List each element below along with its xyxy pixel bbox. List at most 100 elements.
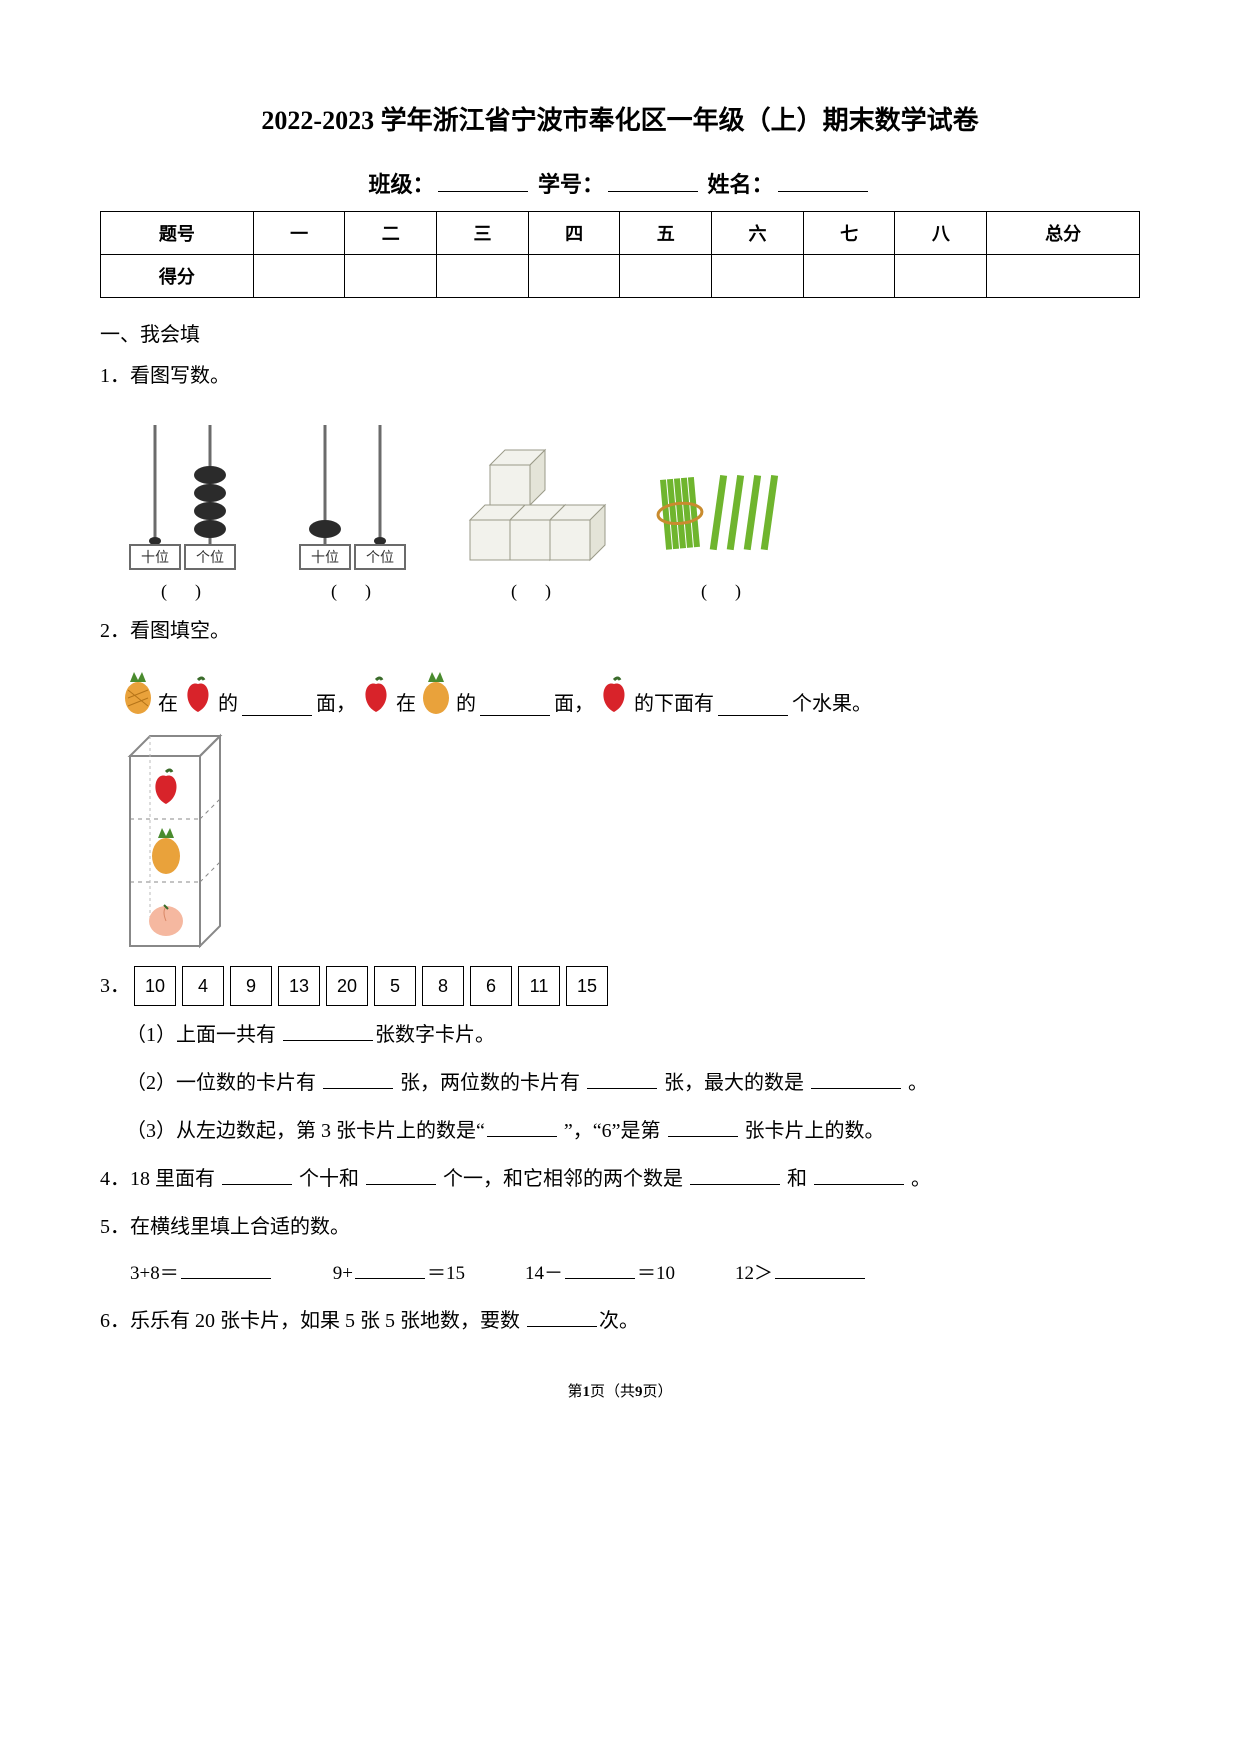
page-title: 2022-2023 学年浙江省宁波市奉化区一年级（上）期末数学试卷	[100, 100, 1140, 137]
txt: 第	[567, 1384, 582, 1400]
th: 一	[253, 212, 345, 255]
section-1-title: 一、我会填	[100, 318, 1140, 347]
td[interactable]	[437, 255, 529, 298]
number-card: 8	[422, 966, 464, 1006]
blank-class[interactable]	[438, 169, 528, 192]
q1-images: 十位 个位 () 十位 个位 ()	[120, 415, 1140, 602]
number-card: 4	[182, 966, 224, 1006]
number-card: 10	[134, 966, 176, 1006]
blank[interactable]	[690, 1164, 780, 1185]
txt: 4．18 里面有	[100, 1168, 220, 1190]
td[interactable]	[253, 255, 345, 298]
txt: 和	[787, 1168, 812, 1190]
answer-paren[interactable]: ()	[650, 581, 800, 602]
txt: 页（共	[590, 1384, 635, 1400]
q3: 3． 10 4 9 13 20 5 8 6 11 15	[100, 966, 1140, 1006]
txt: 张卡片上的数。	[745, 1120, 885, 1142]
student-info-line: 班级： 学号： 姓名：	[100, 167, 1140, 199]
svg-text:十位: 十位	[311, 550, 339, 566]
blank[interactable]	[480, 695, 550, 716]
blank[interactable]	[775, 1259, 865, 1279]
th: 二	[345, 212, 437, 255]
blank-id[interactable]	[608, 169, 698, 192]
table-row: 得分	[101, 255, 1140, 298]
eq: 3+8＝	[130, 1256, 273, 1292]
q3-3: （3）从左边数起，第 3 张卡片上的数是“ ”，“6”是第 张卡片上的数。	[100, 1112, 1140, 1150]
td[interactable]	[345, 255, 437, 298]
blank[interactable]	[366, 1164, 436, 1185]
td[interactable]	[987, 255, 1140, 298]
eq: 12＞	[735, 1256, 867, 1292]
blank[interactable]	[587, 1068, 657, 1089]
txt: 张，两位数的卡片有	[400, 1072, 585, 1094]
txt: 9+	[333, 1263, 353, 1284]
td[interactable]	[620, 255, 712, 298]
blank[interactable]	[222, 1164, 292, 1185]
th: 三	[437, 212, 529, 255]
q5-equations: 3+8＝ 9+＝15 14－＝10 12＞	[130, 1256, 1140, 1292]
th: 总分	[987, 212, 1140, 255]
blank[interactable]	[718, 695, 788, 716]
blank[interactable]	[355, 1259, 425, 1279]
eq: 14－＝10	[525, 1256, 675, 1292]
apple-icon	[596, 674, 632, 716]
apple-icon	[180, 674, 216, 716]
shelf-icon	[120, 726, 230, 956]
abacus-1: 十位 个位 ()	[120, 415, 250, 602]
svg-text:十位: 十位	[141, 550, 169, 566]
label-class: 班级：	[368, 172, 434, 197]
td[interactable]	[528, 255, 620, 298]
txt: 面，	[554, 687, 594, 716]
blank[interactable]	[527, 1306, 597, 1327]
blank[interactable]	[323, 1068, 393, 1089]
q4: 4．18 里面有 个十和 个一，和它相邻的两个数是 和 。	[100, 1160, 1140, 1198]
txt: （1）上面一共有	[126, 1024, 281, 1046]
td-label: 得分	[101, 255, 254, 298]
cubes: ()	[460, 445, 610, 602]
number-card: 5	[374, 966, 416, 1006]
blank-name[interactable]	[778, 169, 868, 192]
blank[interactable]	[811, 1068, 901, 1089]
sticks: ()	[650, 465, 800, 602]
page-footer: 第1页（共9页）	[100, 1380, 1140, 1401]
blank[interactable]	[181, 1259, 271, 1279]
abacus-2: 十位 个位 ()	[290, 415, 420, 602]
txt: ＝10	[637, 1263, 675, 1284]
blank[interactable]	[487, 1116, 557, 1137]
blank[interactable]	[242, 695, 312, 716]
label-name: 姓名：	[708, 172, 774, 197]
number-card: 6	[470, 966, 512, 1006]
txt: 的	[456, 687, 476, 716]
answer-paren[interactable]: ()	[290, 581, 420, 602]
abacus-icon: 十位 个位	[290, 415, 420, 575]
pineapple-icon	[120, 670, 156, 716]
txt: 次。	[599, 1310, 639, 1332]
th: 七	[803, 212, 895, 255]
td[interactable]	[803, 255, 895, 298]
blank[interactable]	[668, 1116, 738, 1137]
blank[interactable]	[814, 1164, 904, 1185]
q2-label: 2．看图填空。	[100, 612, 1140, 650]
td[interactable]	[712, 255, 804, 298]
blank[interactable]	[565, 1259, 635, 1279]
txt: 页）	[643, 1384, 673, 1400]
svg-text:个位: 个位	[366, 550, 394, 566]
blank[interactable]	[283, 1020, 373, 1041]
cubes-icon	[460, 445, 610, 575]
page-total: 9	[635, 1384, 643, 1400]
txt: 个十和	[299, 1168, 364, 1190]
q3-label: 3．	[100, 967, 130, 1005]
txt: 。	[908, 1072, 928, 1094]
number-card: 15	[566, 966, 608, 1006]
txt: 在	[396, 687, 416, 716]
td[interactable]	[895, 255, 987, 298]
score-table: 题号 一 二 三 四 五 六 七 八 总分 得分	[100, 211, 1140, 298]
txt: 12＞	[735, 1263, 773, 1284]
q3-2: （2）一位数的卡片有 张，两位数的卡片有 张，最大的数是 。	[100, 1064, 1140, 1102]
answer-paren[interactable]: ()	[120, 581, 250, 602]
q5-label: 5．在横线里填上合适的数。	[100, 1208, 1140, 1246]
answer-paren[interactable]: ()	[460, 581, 610, 602]
txt: （2）一位数的卡片有	[126, 1072, 321, 1094]
txt: 的	[218, 687, 238, 716]
q2-sentence: 在 的 面， 在 的 面， 的下面有 个水果。	[120, 670, 1140, 716]
